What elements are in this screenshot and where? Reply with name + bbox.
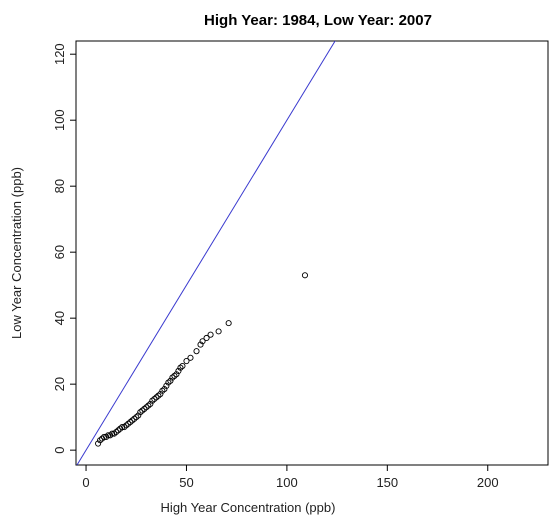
data-point bbox=[117, 425, 124, 432]
y-tick-label: 60 bbox=[52, 245, 67, 259]
data-point bbox=[301, 272, 309, 279]
data-point bbox=[175, 367, 182, 375]
data-point bbox=[169, 374, 176, 381]
data-point bbox=[193, 348, 200, 355]
data-point bbox=[95, 440, 102, 447]
data-point bbox=[161, 386, 168, 393]
data-point bbox=[171, 372, 178, 379]
data-point bbox=[147, 400, 154, 408]
data-point bbox=[105, 432, 112, 439]
reference-line-layer bbox=[76, 41, 336, 465]
data-point bbox=[109, 430, 116, 437]
x-tick-label: 200 bbox=[477, 475, 499, 490]
data-point bbox=[165, 379, 172, 386]
data-point bbox=[207, 331, 214, 338]
data-point bbox=[139, 407, 146, 414]
reference-line bbox=[76, 41, 336, 465]
data-point bbox=[179, 362, 186, 370]
data-point bbox=[133, 414, 140, 421]
y-tick-label: 80 bbox=[52, 179, 67, 193]
data-point bbox=[225, 320, 232, 327]
data-point bbox=[197, 341, 204, 348]
data-point bbox=[177, 364, 184, 371]
data-point bbox=[203, 334, 210, 342]
data-point bbox=[101, 433, 108, 441]
data-point bbox=[151, 395, 158, 403]
x-tick-label: 50 bbox=[179, 475, 193, 490]
data-point bbox=[159, 387, 166, 394]
data-point bbox=[167, 377, 174, 384]
data-point bbox=[143, 404, 150, 411]
data-point bbox=[199, 338, 206, 345]
data-point bbox=[183, 358, 190, 365]
data-point bbox=[153, 394, 160, 401]
y-axis-label: Low Year Concentration (ppb) bbox=[9, 167, 24, 339]
data-point bbox=[145, 402, 152, 409]
data-point bbox=[107, 432, 114, 439]
data-point bbox=[99, 435, 106, 442]
data-point bbox=[131, 415, 138, 422]
x-tick-label: 150 bbox=[376, 475, 398, 490]
data-point bbox=[137, 409, 144, 416]
data-points bbox=[95, 272, 309, 447]
plot-frame bbox=[75, 40, 549, 466]
data-point bbox=[119, 424, 126, 431]
data-point bbox=[121, 424, 128, 431]
data-point bbox=[125, 420, 132, 427]
data-point bbox=[187, 354, 194, 361]
y-tick-label: 0 bbox=[52, 447, 67, 454]
y-tick-label: 100 bbox=[52, 109, 67, 131]
data-point bbox=[215, 328, 222, 335]
data-point bbox=[155, 392, 162, 399]
data-point bbox=[127, 419, 134, 426]
data-point bbox=[123, 422, 130, 429]
data-point bbox=[103, 433, 110, 441]
data-point bbox=[163, 382, 170, 389]
x-tick-label: 100 bbox=[276, 475, 298, 490]
data-point bbox=[135, 412, 142, 419]
data-point bbox=[173, 371, 180, 378]
data-point bbox=[111, 430, 118, 437]
y-tick-label: 20 bbox=[52, 377, 67, 391]
data-point bbox=[157, 391, 164, 398]
y-axis: 0 20 40 60 80 100 120 bbox=[52, 43, 76, 454]
x-axis: 0 50 100 150 200 bbox=[82, 465, 499, 490]
data-point bbox=[113, 428, 120, 436]
y-tick-label: 120 bbox=[52, 43, 67, 65]
x-axis-label: High Year Concentration (ppb) bbox=[161, 500, 336, 515]
x-tick-label: 0 bbox=[82, 475, 89, 490]
chart-title: High Year: 1984, Low Year: 2007 bbox=[204, 12, 432, 29]
data-point bbox=[141, 405, 148, 412]
data-point bbox=[115, 427, 122, 434]
y-tick-label: 40 bbox=[52, 311, 67, 325]
data-point bbox=[129, 417, 136, 424]
data-point bbox=[149, 397, 156, 404]
data-point bbox=[97, 437, 104, 444]
